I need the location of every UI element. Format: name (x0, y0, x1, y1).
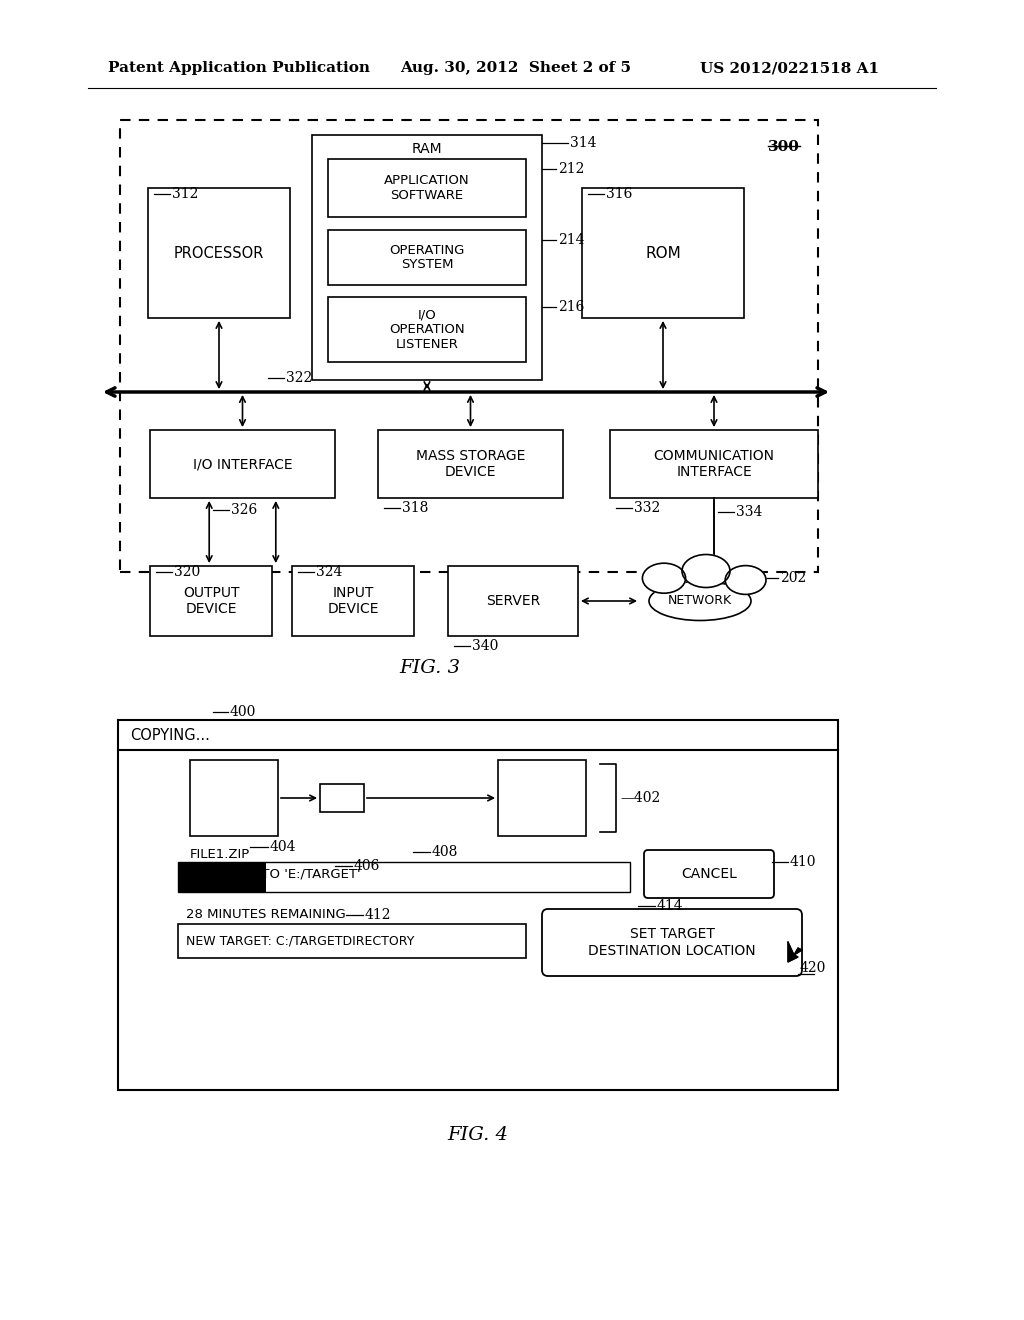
Text: —402: —402 (620, 791, 660, 805)
Text: FIG. 4: FIG. 4 (447, 1126, 509, 1144)
Text: MASS STORAGE
DEVICE: MASS STORAGE DEVICE (416, 449, 525, 479)
FancyBboxPatch shape (178, 862, 630, 892)
FancyBboxPatch shape (542, 909, 802, 975)
Text: NEW TARGET: C:/TARGETDIRECTORY: NEW TARGET: C:/TARGETDIRECTORY (186, 935, 415, 948)
Text: 324: 324 (316, 565, 342, 579)
FancyBboxPatch shape (319, 784, 364, 812)
Text: 300: 300 (768, 140, 800, 154)
Ellipse shape (649, 582, 751, 620)
Text: 312: 312 (172, 187, 199, 201)
Text: 408: 408 (432, 845, 459, 859)
Text: 412: 412 (365, 908, 391, 921)
Text: US 2012/0221518 A1: US 2012/0221518 A1 (700, 61, 880, 75)
Text: 322: 322 (286, 371, 312, 385)
Polygon shape (788, 942, 802, 962)
FancyBboxPatch shape (378, 430, 563, 498)
FancyBboxPatch shape (190, 760, 278, 836)
Text: Aug. 30, 2012  Sheet 2 of 5: Aug. 30, 2012 Sheet 2 of 5 (400, 61, 631, 75)
Text: 202: 202 (780, 572, 806, 585)
FancyBboxPatch shape (120, 120, 818, 572)
Ellipse shape (725, 565, 766, 594)
Text: 318: 318 (402, 502, 428, 515)
Text: 320: 320 (174, 565, 201, 579)
FancyBboxPatch shape (292, 566, 414, 636)
FancyBboxPatch shape (148, 187, 290, 318)
FancyBboxPatch shape (178, 862, 266, 892)
Text: 410: 410 (790, 855, 816, 869)
Text: 214: 214 (558, 234, 585, 247)
FancyBboxPatch shape (610, 430, 818, 498)
Text: COMMUNICATION
INTERFACE: COMMUNICATION INTERFACE (653, 449, 774, 479)
Text: COPYING...: COPYING... (130, 727, 210, 742)
Text: 316: 316 (606, 187, 633, 201)
Text: OPERATING
SYSTEM: OPERATING SYSTEM (389, 243, 465, 272)
Text: 326: 326 (231, 503, 257, 517)
Text: I/O INTERFACE: I/O INTERFACE (193, 457, 292, 471)
Ellipse shape (682, 554, 730, 587)
FancyBboxPatch shape (582, 187, 744, 318)
FancyBboxPatch shape (644, 850, 774, 898)
Text: FILE1.ZIP: FILE1.ZIP (190, 847, 250, 861)
Text: 340: 340 (472, 639, 499, 653)
FancyBboxPatch shape (498, 760, 586, 836)
FancyBboxPatch shape (118, 719, 838, 1090)
Text: RAM: RAM (412, 143, 442, 156)
Text: Patent Application Publication: Patent Application Publication (108, 61, 370, 75)
Text: 406: 406 (354, 859, 380, 873)
Text: I/O
OPERATION
LISTENER: I/O OPERATION LISTENER (389, 308, 465, 351)
Text: 314: 314 (570, 136, 597, 150)
Text: 404: 404 (270, 840, 297, 854)
Text: CANCEL: CANCEL (681, 867, 737, 880)
FancyBboxPatch shape (328, 297, 526, 362)
FancyBboxPatch shape (312, 135, 542, 380)
Text: NETWORK: NETWORK (668, 594, 732, 607)
Text: SERVER: SERVER (485, 594, 540, 609)
Text: FROM 'E:/' TO 'E:/TARGET': FROM 'E:/' TO 'E:/TARGET' (190, 867, 360, 880)
FancyBboxPatch shape (178, 924, 526, 958)
Text: 334: 334 (736, 506, 763, 519)
Text: PROCESSOR: PROCESSOR (174, 246, 264, 260)
Text: 212: 212 (558, 162, 585, 176)
Text: 400: 400 (230, 705, 256, 719)
Text: OUTPUT
DEVICE: OUTPUT DEVICE (182, 586, 240, 616)
FancyBboxPatch shape (449, 566, 578, 636)
FancyBboxPatch shape (328, 158, 526, 216)
Text: ROM: ROM (645, 246, 681, 260)
FancyBboxPatch shape (150, 430, 335, 498)
Text: APPLICATION
SOFTWARE: APPLICATION SOFTWARE (384, 174, 470, 202)
Text: 414: 414 (657, 899, 684, 913)
Text: 216: 216 (558, 300, 585, 314)
Ellipse shape (642, 564, 686, 593)
Text: FIG. 3: FIG. 3 (399, 659, 461, 677)
Text: 332: 332 (634, 502, 660, 515)
Text: 28 MINUTES REMAINING: 28 MINUTES REMAINING (186, 908, 346, 920)
Text: INPUT
DEVICE: INPUT DEVICE (328, 586, 379, 616)
Text: 420: 420 (800, 961, 826, 975)
Text: SET TARGET
DESTINATION LOCATION: SET TARGET DESTINATION LOCATION (588, 928, 756, 957)
FancyBboxPatch shape (328, 230, 526, 285)
FancyBboxPatch shape (150, 566, 272, 636)
